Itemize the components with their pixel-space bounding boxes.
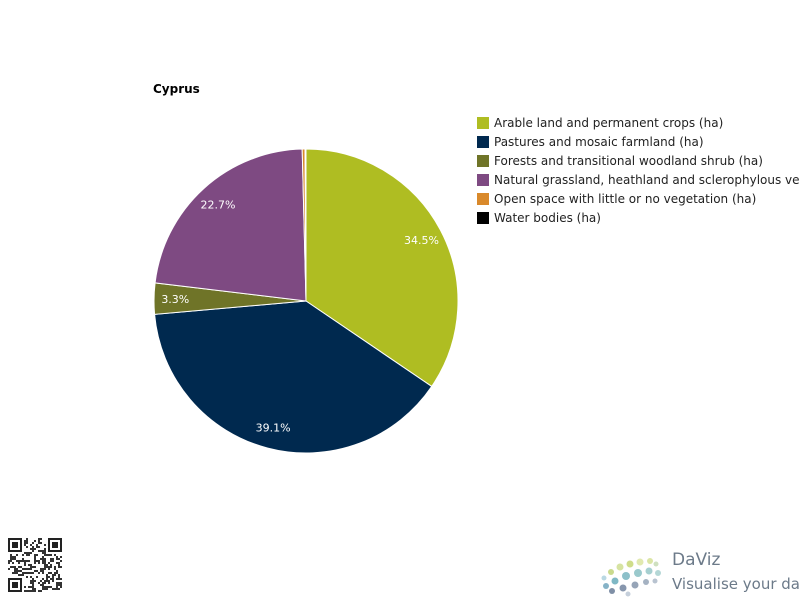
pie-slice[interactable]: [154, 300, 433, 454]
pie-slice[interactable]: [305, 148, 459, 388]
legend-swatch: [477, 211, 489, 224]
qr-code-icon: [8, 538, 62, 592]
legend-item[interactable]: Water bodies (ha): [477, 208, 800, 227]
legend-swatch: [477, 173, 489, 186]
legend-label: Water bodies (ha): [494, 210, 601, 225]
pie-slice[interactable]: [154, 148, 307, 302]
pie-data-label: 3.3%: [161, 293, 189, 306]
logo-name: DaViz: [672, 550, 721, 570]
legend-swatch: [477, 116, 489, 129]
legend-label: Open space with little or no vegetation …: [494, 191, 757, 206]
legend-item[interactable]: Forests and transitional woodland shrub …: [477, 151, 800, 170]
legend-item[interactable]: Arable land and permanent crops (ha): [477, 113, 800, 132]
legend-label: Pastures and mosaic farmland (ha): [494, 134, 704, 149]
legend-label: Natural grassland, heathland and sclerop…: [494, 172, 800, 187]
legend-item[interactable]: Natural grassland, heathland and sclerop…: [477, 170, 800, 189]
pie-data-label: 34.5%: [404, 234, 439, 247]
daviz-logo: DaViz Visualise your data: [598, 548, 800, 600]
legend-swatch: [477, 192, 489, 205]
legend-item[interactable]: Pastures and mosaic farmland (ha): [477, 132, 800, 151]
legend-swatch: [477, 154, 489, 167]
legend-item[interactable]: Open space with little or no vegetation …: [477, 189, 800, 208]
pie-data-label: 22.7%: [201, 198, 236, 211]
chart-legend: Arable land and permanent crops (ha) Past…: [477, 113, 800, 227]
pie-data-label: 39.1%: [256, 422, 291, 435]
logo-tagline: Visualise your data: [672, 575, 800, 593]
legend-swatch: [477, 135, 489, 148]
pie-slice[interactable]: [304, 148, 307, 302]
legend-label: Arable land and permanent crops (ha): [494, 115, 724, 130]
daviz-dots-icon: [601, 558, 661, 597]
legend-label: Forests and transitional woodland shrub …: [494, 153, 763, 168]
chart-title: Cyprus: [153, 82, 200, 96]
